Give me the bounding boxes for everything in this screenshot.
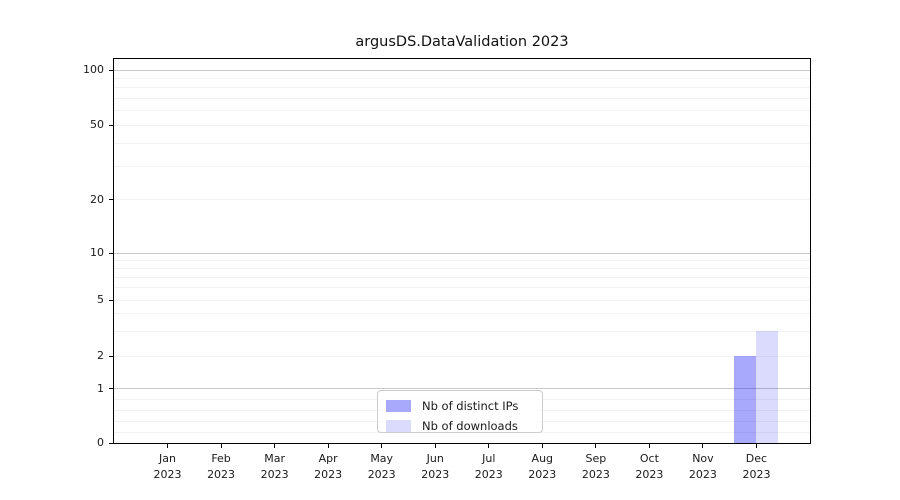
x-tick-label: Jun 2023 (421, 452, 450, 481)
gridline-minor (114, 330, 810, 332)
y-tick-mark (109, 355, 114, 357)
gridline-major (114, 69, 810, 71)
y-tick-label: 100 (83, 63, 104, 76)
gridline-minor (114, 355, 810, 357)
y-tick-mark (109, 252, 114, 254)
x-tick-label: Apr 2023 (314, 452, 343, 481)
x-tick-label: Mar 2023 (260, 452, 289, 481)
y-tick-label: 0 (97, 436, 104, 449)
gridline-minor (114, 313, 810, 315)
x-tick-mark (274, 443, 276, 448)
x-tick-label: Nov 2023 (688, 452, 717, 481)
y-tick-label: 50 (90, 118, 104, 131)
x-tick-label: Oct 2023 (635, 452, 664, 481)
gridline-minor (114, 287, 810, 289)
legend-item: Nb of distinct IPs (386, 396, 533, 416)
legend-item: Nb of downloads (386, 416, 533, 436)
gridline-minor (114, 259, 810, 261)
x-tick-label: Jul 2023 (474, 452, 503, 481)
gridline-minor (114, 124, 810, 126)
gridline-minor (114, 199, 810, 200)
x-tick-mark (381, 443, 383, 448)
x-tick-label: Feb 2023 (207, 452, 236, 481)
x-tick-label: Jan 2023 (153, 452, 182, 481)
x-tick-label: Dec 2023 (742, 452, 771, 481)
y-tick-mark (109, 299, 114, 301)
bar-distinct-ips (734, 356, 757, 443)
gridline-minor (114, 267, 810, 269)
y-tick-mark (109, 124, 114, 126)
gridline-minor (114, 97, 810, 99)
gridline-major (114, 252, 810, 254)
x-tick-label: May 2023 (367, 452, 396, 481)
gridline-minor (114, 77, 810, 79)
x-tick-mark (167, 443, 169, 448)
y-tick-mark (109, 199, 114, 200)
x-tick-mark (648, 443, 650, 448)
x-tick-mark (327, 443, 329, 448)
gridline-minor (114, 87, 810, 89)
gridline-major (114, 388, 810, 389)
x-tick-label: Aug 2023 (528, 452, 557, 481)
y-tick-label: 10 (90, 246, 104, 259)
legend: Nb of distinct IPs Nb of downloads (377, 390, 543, 433)
legend-label: Nb of downloads (422, 419, 518, 433)
y-tick-label: 5 (97, 293, 104, 306)
y-tick-label: 2 (97, 349, 104, 362)
x-tick-mark (755, 443, 757, 448)
x-tick-mark (434, 443, 436, 448)
y-tick-mark (109, 388, 114, 389)
y-tick-mark (109, 69, 114, 71)
y-tick-mark (109, 442, 114, 444)
legend-label: Nb of distinct IPs (422, 399, 519, 413)
x-tick-label: Sep 2023 (581, 452, 610, 481)
bar-downloads (756, 331, 779, 443)
gridline-minor (114, 142, 810, 144)
gridline-minor (114, 166, 810, 168)
gridline-minor (114, 276, 810, 278)
x-tick-mark (220, 443, 222, 448)
y-tick-label: 20 (90, 192, 104, 206)
legend-swatch (386, 400, 411, 412)
x-tick-mark (702, 443, 704, 448)
x-tick-mark (541, 443, 543, 448)
x-tick-mark (488, 443, 490, 448)
chart-title: argusDS.DataValidation 2023 (355, 34, 569, 50)
gridline-minor (114, 299, 810, 301)
gridline-minor (114, 110, 810, 112)
y-tick-label: 1 (97, 381, 104, 395)
x-tick-mark (595, 443, 597, 448)
plot-border (112, 57, 811, 444)
legend-swatch (386, 420, 411, 432)
